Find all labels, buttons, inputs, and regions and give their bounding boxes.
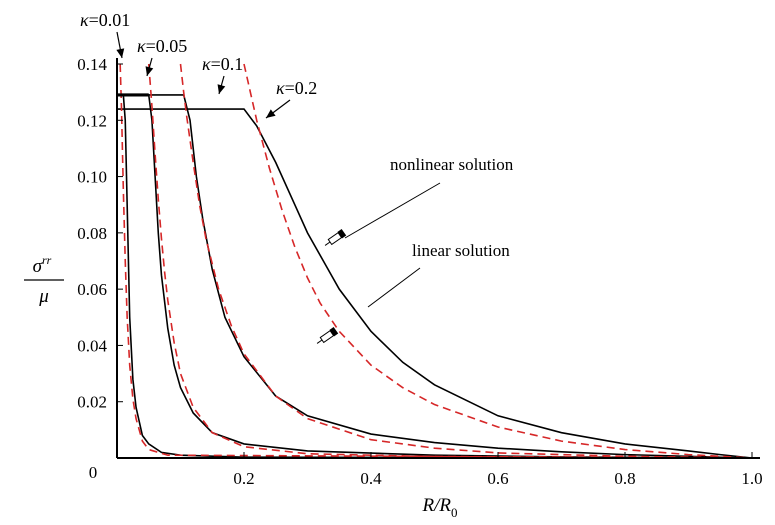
ticks-layer: 0.2 0.4 0.6 0.8 1.0 0.02 0.04 0.06 0.08 0.10 0.12 0…	[24, 55, 763, 520]
kappa-label: κ=0.1	[202, 54, 243, 74]
x-tick-label: 0.8	[614, 469, 635, 488]
pointer-hand-icon	[324, 228, 347, 246]
linear-series-line-5	[147, 63, 753, 459]
y-tick-label: 0.10	[77, 168, 107, 187]
nonlinear-series-line-3	[117, 108, 753, 459]
y-tick-label: 0.08	[77, 224, 107, 243]
svg-text:μ: μ	[38, 286, 49, 307]
linear-solution-label: linear solution	[412, 241, 510, 260]
kappa-arrowhead	[116, 48, 125, 58]
kappa-arrowhead	[145, 66, 154, 76]
x-tick-label: 0.2	[233, 469, 254, 488]
origin-label: 0	[89, 463, 98, 482]
svg-text:σrr: σrr	[33, 253, 52, 277]
y-tick-label: 0.06	[77, 280, 107, 299]
linear-series-line-7	[243, 63, 753, 459]
y-tick-label: 0.14	[77, 55, 107, 74]
kappa-label: κ=0.05	[137, 36, 187, 56]
y-axis-label: σrr μ	[24, 253, 64, 307]
y-tick-label: 0.04	[77, 336, 107, 355]
linear-series-line-4	[119, 63, 753, 459]
annotation-leader-line	[344, 182, 441, 239]
kappa-label: κ=0.01	[80, 10, 130, 30]
x-tick-label: 0.4	[360, 469, 382, 488]
pointer-hand-icon	[316, 326, 339, 344]
nonlinear-solution-label: nonlinear solution	[390, 155, 514, 174]
linear-series-line-6	[179, 63, 753, 459]
annotation-leader-line	[367, 267, 421, 308]
x-axis-label: R/R0	[422, 495, 458, 520]
y-tick-label: 0.02	[77, 393, 107, 412]
nonlinear-series-line-0	[117, 94, 753, 459]
axes-layer	[116, 58, 760, 459]
annotations-layer: κ=0.01 κ=0.05 κ=0.1 κ=0.2 nonlinear solution…	[80, 10, 514, 344]
kappa-label: κ=0.2	[276, 78, 317, 98]
x-tick-label: 0.6	[487, 469, 508, 488]
y-tick-label: 0.12	[77, 111, 107, 130]
nonlinear-series-line-1	[117, 94, 753, 459]
kappa-arrowhead	[266, 109, 276, 118]
x-tick-label: 1.0	[741, 469, 762, 488]
nonlinear-series-line-2	[117, 94, 753, 459]
series-layer	[117, 63, 753, 459]
kappa-arrowhead	[217, 84, 226, 94]
